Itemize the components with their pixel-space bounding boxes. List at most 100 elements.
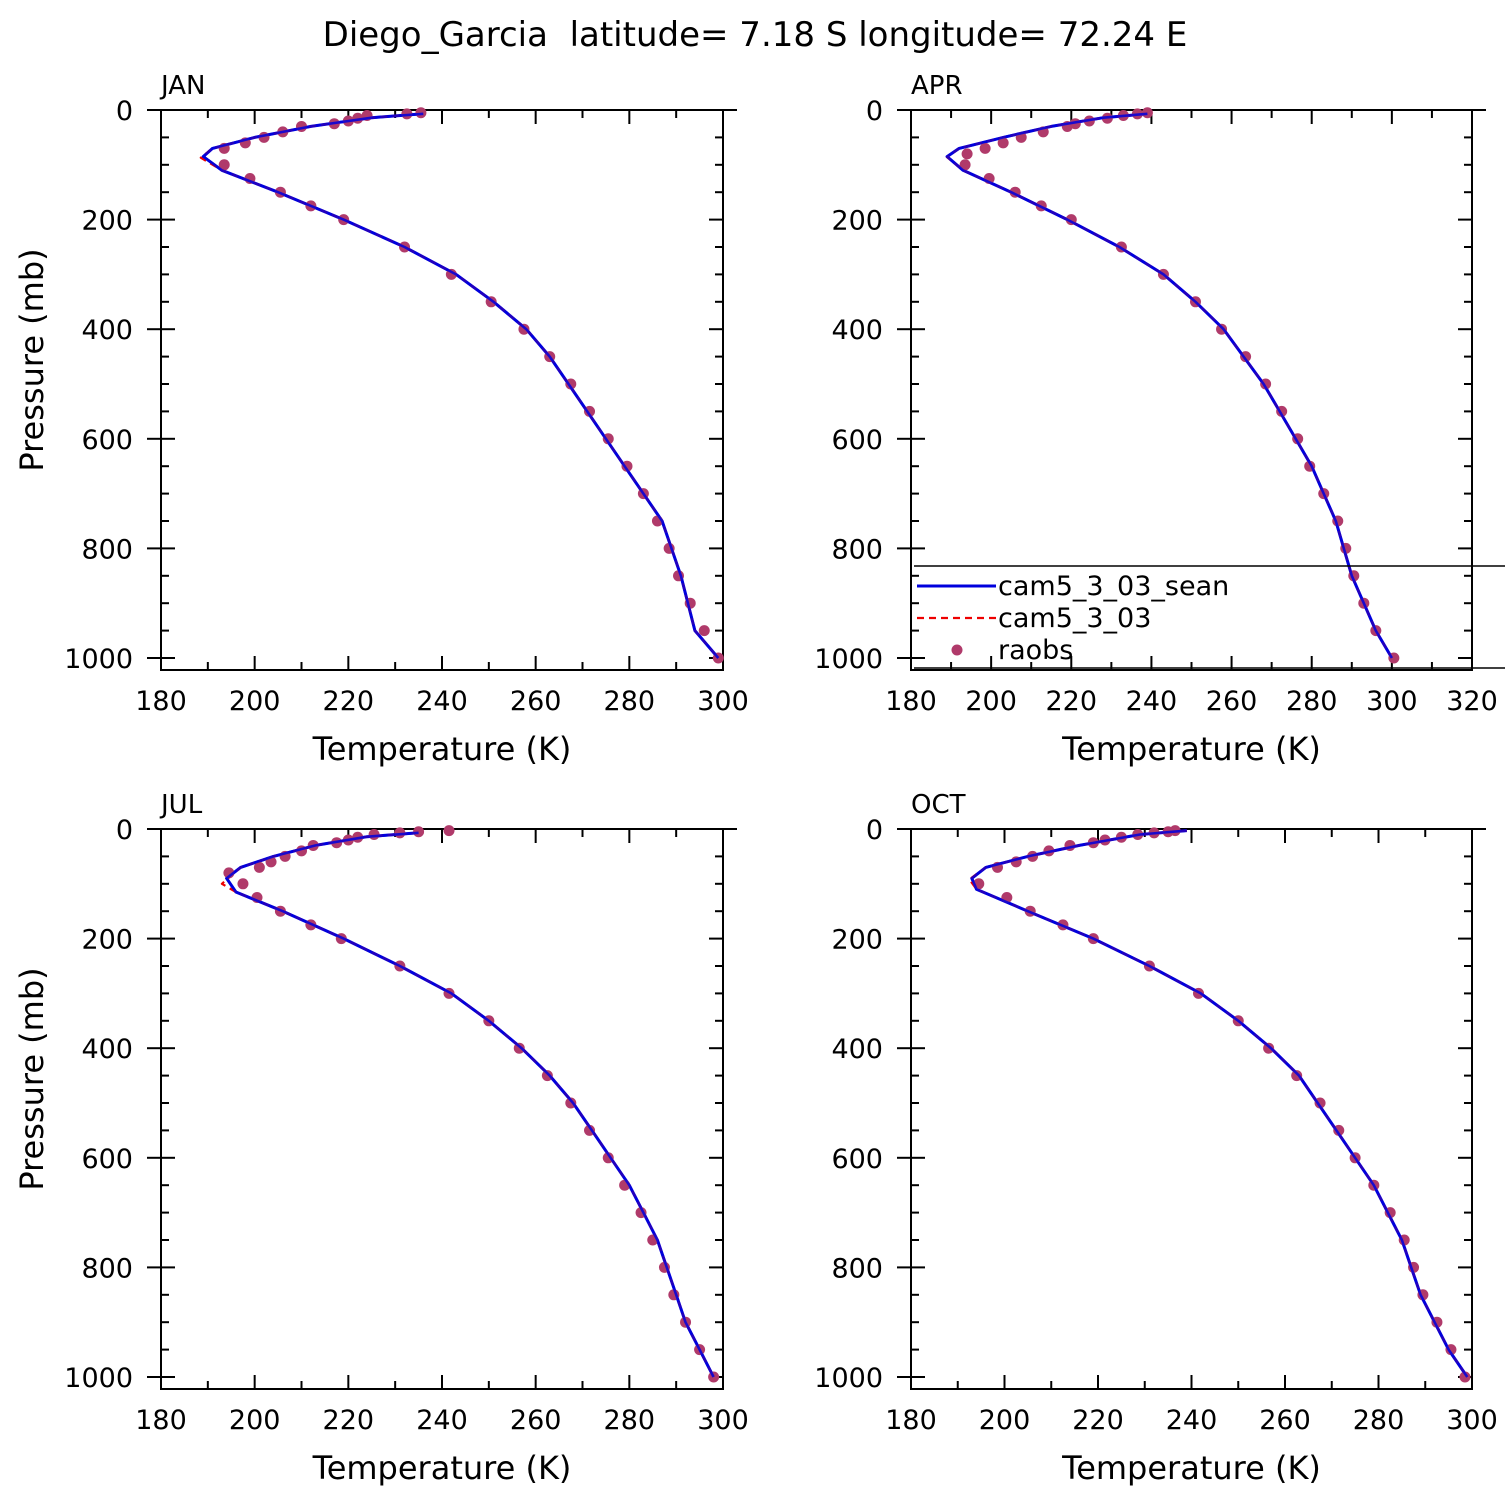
y-axis-label: Pressure (mb) [13,967,51,1190]
x-tick-label: 220 [323,1405,375,1436]
x-tick-label: 260 [510,1405,562,1436]
x-tick-label: 260 [1259,1405,1311,1436]
raobs-point [698,625,710,637]
x-tick-label: 300 [1366,686,1418,717]
y-tick-label: 400 [81,1034,133,1065]
x-axis-label: Temperature (K) [312,1449,572,1487]
y-tick-label: 200 [81,925,133,956]
x-tick-label: 240 [416,686,468,717]
legend-label: raobs [998,635,1073,666]
x-tick-label: 260 [510,686,562,717]
x-tick-label: 200 [965,686,1017,717]
y-tick-label: 800 [831,1253,883,1284]
panel-label: OCT [911,790,966,820]
y-tick-label: 1000 [64,1363,133,1394]
y-tick-label: 800 [81,534,133,565]
x-tick-label: 200 [979,1405,1031,1436]
x-tick-label: 260 [1206,686,1258,717]
plot-frame [160,109,724,671]
y-tick-label: 600 [831,1144,883,1175]
series-cam5-3-03-sean-line-overlay [201,112,720,659]
raobs-point [218,159,230,171]
panel-jul: 180 200 220 240 260 280 300 0 200 400 600 800 1000 Te… [13,790,749,1487]
raobs-point [708,1371,720,1383]
raobs-point [368,828,380,840]
x-tick-label: 200 [229,1405,281,1436]
plot-frame [910,828,1473,1390]
y-tick-label: 0 [116,815,133,846]
raobs-point [1141,107,1153,119]
raobs-point [979,142,991,154]
raobs-point [1459,1371,1471,1383]
y-tick-label: 0 [866,96,883,127]
y-tick-label: 0 [116,96,133,127]
series-raobs-markers [223,825,720,1383]
y-tick-label: 200 [831,206,883,237]
y-tick-label: 600 [81,1144,133,1175]
y-tick-label: 600 [81,425,133,456]
series-raobs-markers [218,107,724,664]
x-tick-label: 180 [885,686,937,717]
figure-title: Diego_Garcia latitude= 7.18 S longitude=… [323,15,1188,55]
x-tick-label: 300 [697,686,749,717]
x-tick-label: 300 [1446,1405,1498,1436]
panel-apr: 180 200 220 240 260 280 300 320 0 200 400 600 800 100… [814,71,1497,768]
legend-marker-raobs [951,644,963,656]
x-tick-label: 240 [416,1405,468,1436]
raobs-point [961,148,973,160]
raobs-point [443,825,455,837]
series-raobs-markers [973,825,1471,1383]
y-tick-label: 400 [831,1034,883,1065]
series-cam5-3-03-sean-line-overlay [970,829,1469,1378]
y-tick-label: 1000 [64,644,133,675]
y-tick-label: 200 [81,206,133,237]
series-cam5-3-03-line [220,831,715,1378]
panel-label: JAN [159,71,205,101]
x-tick-label: 280 [604,686,656,717]
x-tick-label: 220 [1046,686,1098,717]
y-tick-label: 1000 [814,644,883,675]
panels: 180 200 220 240 260 280 300 0 200 400 600 800 1000 Te… [13,71,1498,1487]
y-tick-label: 800 [81,1253,133,1284]
legend-label: cam5_3_03 [998,603,1151,634]
x-tick-label: 280 [1286,686,1338,717]
raobs-point [959,159,971,171]
raobs-point [253,861,265,873]
legend-label: cam5_3_03_sean [998,571,1229,602]
x-tick-label: 320 [1446,686,1498,717]
panel-label: APR [911,71,963,101]
y-tick-label: 200 [831,925,883,956]
x-axis-label: Temperature (K) [1061,1449,1321,1487]
x-tick-label: 200 [229,686,281,717]
x-tick-label: 280 [604,1405,656,1436]
raobs-point [997,137,1009,149]
panel-jan: 180 200 220 240 260 280 300 0 200 400 600 800 1000 Te… [13,71,749,768]
x-tick-label: 300 [697,1405,749,1436]
raobs-point [237,878,249,890]
y-tick-label: 800 [831,534,883,565]
x-tick-label: 240 [1166,1405,1218,1436]
y-tick-label: 1000 [814,1363,883,1394]
x-tick-label: 220 [323,686,375,717]
series-cam5-3-03-sean-line-overlay [225,831,715,1378]
panel-oct: 180 200 220 240 260 280 300 0 200 400 600 800 1000 Te… [814,790,1497,1487]
series-cam5-3-03-sean-line [225,831,715,1378]
y-tick-label: 0 [866,815,883,846]
x-tick-label: 240 [1126,686,1178,717]
series-cam5-3-03-line [968,829,1469,1378]
x-tick-label: 180 [885,1405,937,1436]
raobs-point [541,1070,553,1082]
y-tick-label: 600 [831,425,883,456]
x-tick-label: 280 [1353,1405,1405,1436]
x-axis-label: Temperature (K) [1061,730,1321,768]
raobs-point [413,826,425,838]
y-axis-label: Pressure (mb) [13,248,51,471]
x-tick-label: 180 [135,686,187,717]
plot-frame [160,828,724,1390]
y-tick-label: 400 [831,315,883,346]
x-tick-label: 220 [1072,1405,1124,1436]
y-tick-label: 400 [81,315,133,346]
series-cam5-3-03-sean-line [970,829,1469,1378]
